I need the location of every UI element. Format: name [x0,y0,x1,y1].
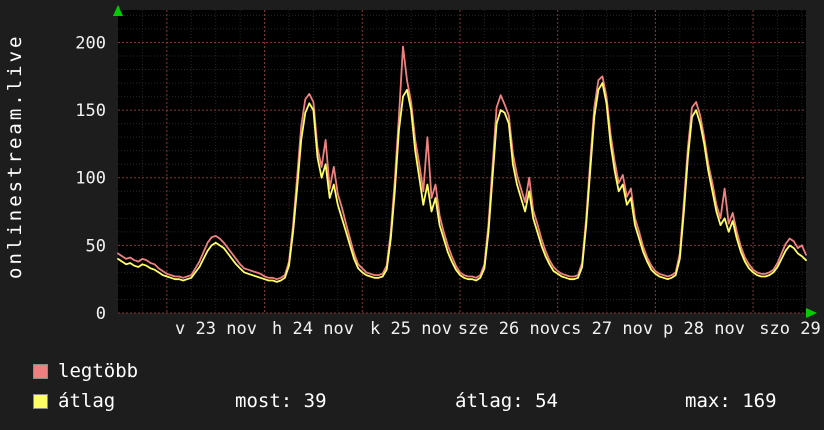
x-tick-label: sze 26 nov [458,319,560,339]
legend-label-legtobb: legtöbb [58,360,139,382]
y-axis-arrow-icon [113,5,123,16]
x-tick-label: k 25 nov [370,319,452,339]
x-tick-label: p 28 nov [663,319,745,339]
legend-swatch-legtobb [33,364,48,379]
chart-svg: 0 50 100 150 200 v 23 nov h 24 nov k 25 nov sze … [75,5,821,339]
legend-label-atlag: átlag [58,390,116,412]
x-tick-label: cs 27 nov [561,319,653,339]
y-tick-label: 200 [75,33,106,53]
y-tick-label: 100 [75,169,106,189]
stat-most: most: 39 [235,390,327,412]
series-line-atlag [117,82,807,283]
stat-max: max: 169 [685,390,777,412]
plot-area [118,10,806,313]
y-tick-label: 0 [96,304,106,324]
x-tick-label: h 24 nov [272,319,354,339]
series-line-legtobb [117,45,807,281]
x-axis-arrow-icon [806,308,817,318]
legend-swatch-atlag [33,394,48,409]
x-tick-label: szo 29 [759,319,820,339]
stat-atlag: átlag: 54 [455,390,558,412]
x-tick-label: v 23 nov [175,319,257,339]
y-tick-label: 50 [86,236,106,256]
y-tick-label: 150 [75,101,106,121]
